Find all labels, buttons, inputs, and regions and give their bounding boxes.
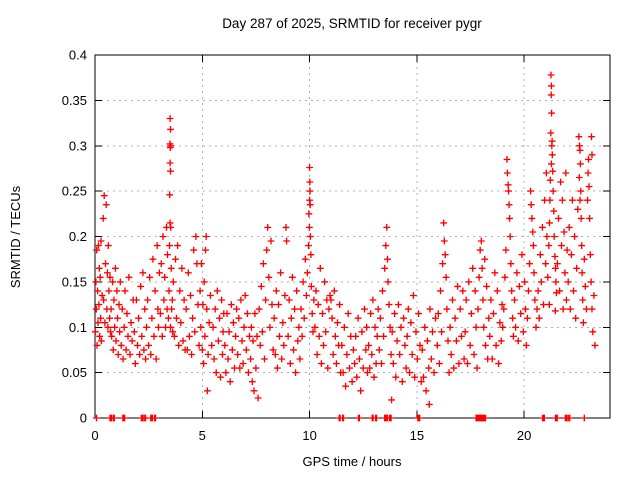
x-tick-label: 10 (302, 428, 316, 443)
x-tick-label: 5 (199, 428, 206, 443)
x-tick-label: 20 (517, 428, 531, 443)
x-tick-label: 0 (91, 428, 98, 443)
scatter-plus-markers (92, 71, 599, 422)
y-tick-label: 0.35 (62, 93, 87, 108)
plot-border (94, 54, 611, 419)
tick-labels-layer: 0 5 10 15 20 0 0.05 0.1 0.15 0.2 0.25 0.3 0.35 0.4 (62, 48, 532, 444)
y-axis-title: SRMTID / TECUs (8, 185, 23, 288)
data-points (92, 71, 599, 422)
y-tick-label: 0 (80, 411, 87, 426)
chart-title: Day 287 of 2025, SRMTID for receiver pyg… (222, 16, 482, 31)
y-tick-label: 0.2 (69, 229, 87, 244)
y-tick-label: 0.15 (62, 274, 87, 289)
y-tick-label: 0.3 (69, 138, 87, 153)
x-axis-title: GPS time / hours (303, 454, 402, 469)
y-tick-label: 0.4 (69, 48, 87, 63)
y-tick-label: 0.1 (69, 320, 87, 335)
y-tick-label: 0.25 (62, 184, 87, 199)
x-tick-label: 15 (410, 428, 424, 443)
y-tick-label: 0.05 (62, 365, 87, 380)
